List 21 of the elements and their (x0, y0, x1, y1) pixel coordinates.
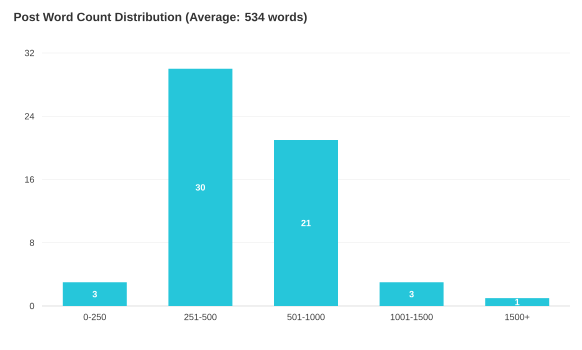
y-tick-label: 32 (24, 50, 34, 56)
y-tick-label: 24 (24, 113, 34, 120)
bar (380, 282, 444, 306)
chart-title: Post Word Count Distribution (Average: 534 words) (14, 12, 307, 24)
data-label: 21 (301, 220, 311, 226)
data-label: 3 (92, 290, 97, 298)
bar (274, 140, 338, 306)
data-label: 3 (409, 290, 414, 298)
bar (485, 298, 550, 306)
data-label: 1 (515, 298, 520, 306)
x-tick-label: 0-250 (84, 314, 106, 320)
x-tick-label: 1500+ (505, 314, 530, 320)
data-label: 30 (196, 184, 206, 191)
x-tick-label: 251-500 (184, 314, 217, 320)
x-tick-label: 501-1000 (287, 314, 325, 320)
bar (168, 68, 232, 306)
x-tick-label: 1001-1500 (390, 314, 433, 320)
y-tick-label: 0 (30, 302, 34, 310)
y-tick-label: 8 (30, 240, 34, 246)
y-tick-label: 16 (25, 176, 34, 183)
bar (62, 282, 127, 306)
